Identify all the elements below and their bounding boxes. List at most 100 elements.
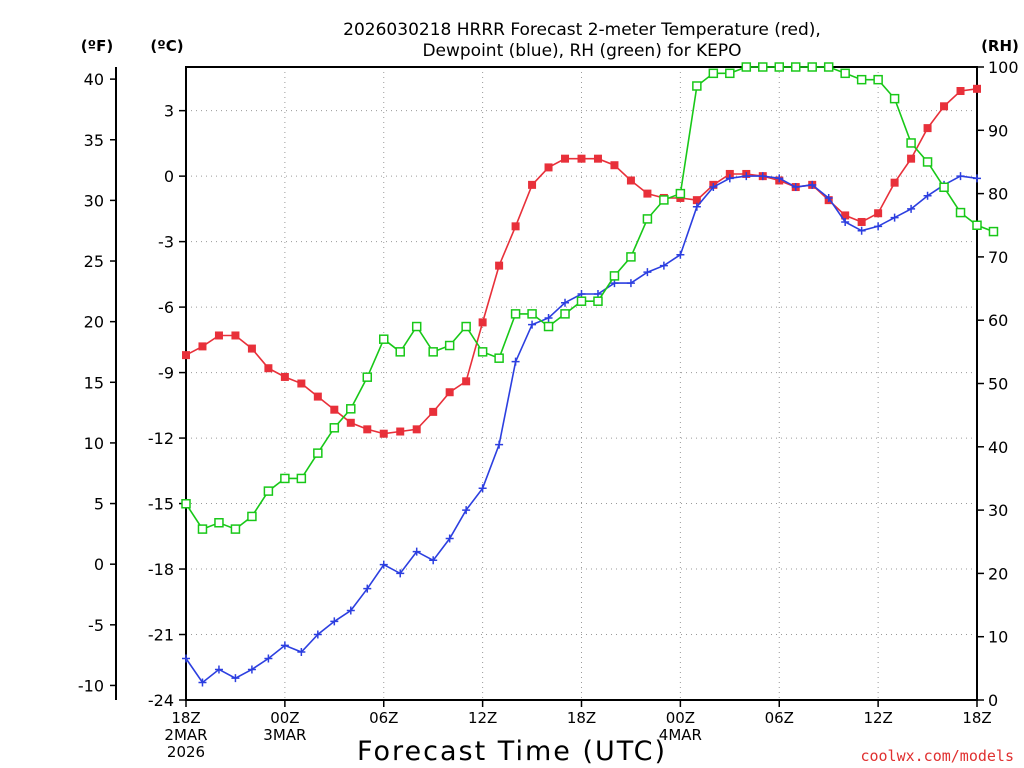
data-point (462, 377, 471, 386)
data-point (231, 674, 240, 683)
gridlines (186, 67, 977, 700)
series-dewpoint (182, 172, 981, 687)
data-point (593, 154, 602, 163)
data-point (379, 560, 388, 569)
data-point (313, 630, 322, 639)
fahrenheit-tick-label: 15 (84, 373, 104, 392)
data-point (544, 163, 553, 172)
fahrenheit-tick-label: -10 (78, 676, 104, 695)
data-point (857, 226, 866, 235)
data-point (626, 279, 635, 288)
data-point (395, 347, 405, 357)
data-point (676, 250, 685, 259)
data-point (609, 271, 620, 281)
data-point (790, 62, 801, 72)
fahrenheit-tick-label: 0 (94, 555, 104, 574)
data-point (561, 154, 570, 163)
data-point (544, 314, 553, 323)
celsius-tick-label: 3 (164, 102, 174, 121)
data-point (659, 261, 668, 270)
rh-tick-label: 10 (988, 628, 1008, 647)
data-point (610, 161, 619, 170)
fahrenheit-tick-label: 40 (84, 70, 104, 89)
data-point (643, 268, 652, 277)
data-point (923, 191, 932, 200)
celsius-axis-label: (ºC) (150, 37, 183, 55)
x-tick-label: 18Z (962, 709, 991, 727)
data-point (462, 506, 471, 515)
data-point (725, 174, 734, 183)
rh-tick-label: 60 (988, 311, 1008, 330)
data-point (363, 425, 372, 434)
celsius-tick-label: 0 (164, 167, 174, 186)
data-point (495, 440, 504, 449)
data-point (972, 220, 982, 230)
fahrenheit-tick-label: 25 (84, 252, 104, 271)
data-point (231, 331, 240, 340)
data-point (626, 176, 635, 185)
data-point (247, 665, 256, 674)
data-point (214, 331, 223, 340)
data-point (197, 524, 208, 534)
celsius-tick-label: -24 (148, 691, 174, 710)
rh-tick-label: 30 (988, 501, 1008, 520)
data-point (510, 309, 521, 319)
rh-tick-label: 20 (988, 564, 1008, 583)
data-point (840, 68, 850, 79)
data-point (330, 617, 339, 626)
data-point (626, 252, 636, 262)
data-point (560, 309, 570, 319)
data-point (297, 647, 306, 656)
data-point (527, 309, 537, 319)
data-point (577, 154, 586, 163)
data-point (428, 347, 438, 357)
celsius-tick-label: -12 (148, 429, 174, 448)
fahrenheit-tick-label: -5 (88, 616, 104, 635)
data-point (214, 518, 224, 528)
x-tick-label: 12Z (863, 709, 892, 727)
series-temperature (182, 84, 981, 438)
data-point (528, 180, 537, 189)
data-point (692, 196, 701, 205)
data-point (725, 169, 734, 178)
data-point (955, 207, 966, 218)
data-point (495, 261, 504, 270)
data-point (988, 226, 999, 237)
rh-tick-label: 40 (988, 438, 1008, 457)
data-point (907, 154, 916, 163)
data-point (264, 654, 273, 663)
data-point (709, 183, 718, 192)
fahrenheit-tick-label: 5 (94, 495, 104, 514)
data-point (956, 87, 965, 96)
rh-tick-label: 50 (988, 375, 1008, 394)
x-tick-label: 4MAR (659, 726, 702, 744)
data-point (841, 217, 850, 226)
data-point (477, 347, 488, 357)
data-point (461, 321, 471, 332)
celsius-tick-label: -9 (158, 364, 174, 383)
data-point (182, 654, 190, 663)
data-point (396, 569, 405, 578)
data-point (643, 189, 652, 198)
data-point (758, 62, 768, 72)
data-point (857, 217, 866, 226)
data-point (363, 584, 372, 593)
celsius-tick-label: -18 (148, 560, 174, 579)
data-point (511, 357, 520, 366)
data-point (429, 407, 438, 416)
x-tick-label: 2MAR (164, 726, 207, 744)
axes (110, 66, 984, 707)
x-tick-label: 18Z (567, 709, 596, 727)
rh-axis-label: (RH) (981, 37, 1019, 55)
data-point (823, 62, 834, 72)
data-point (214, 665, 223, 674)
data-point (412, 425, 421, 434)
rh-tick-label: 80 (988, 185, 1008, 204)
chart-title-line1: 2026030218 HRRR Forecast 2-meter Tempera… (343, 20, 821, 40)
data-point (873, 74, 883, 85)
data-point (396, 427, 405, 436)
data-point (561, 298, 570, 307)
data-point (874, 222, 883, 231)
data-point (411, 321, 422, 332)
